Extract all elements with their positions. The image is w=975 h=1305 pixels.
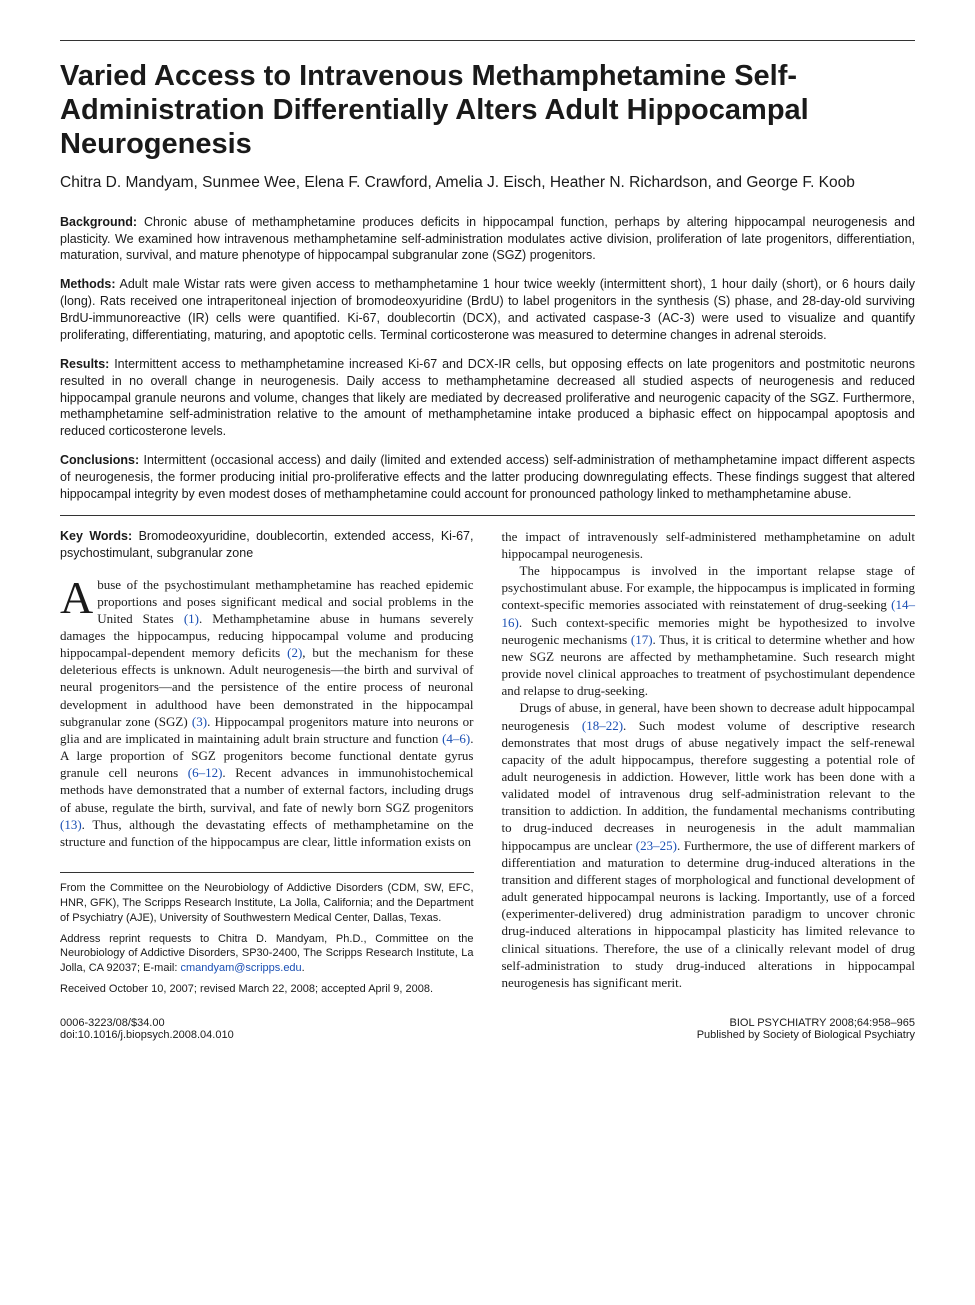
body-col2-p3: Drugs of abuse, in general, have been sh… — [502, 699, 916, 991]
abstract-background-text: Chronic abuse of methamphetamine produce… — [60, 215, 915, 263]
footnote-rule — [60, 872, 474, 873]
body-col2-p1: the impact of intravenously self-adminis… — [502, 528, 916, 562]
citation-link[interactable]: (18–22) — [582, 718, 623, 733]
footer-right: BIOL PSYCHIATRY 2008;64:958–965 Publishe… — [697, 1017, 915, 1041]
citation-link[interactable]: (23–25) — [636, 838, 677, 853]
citation-link[interactable]: (4–6) — [442, 731, 470, 746]
citation-link[interactable]: (2) — [287, 645, 302, 660]
abstract-conclusions-text: Intermittent (occasional access) and dai… — [60, 453, 915, 501]
citation-link[interactable]: (17) — [631, 632, 653, 647]
abstract-conclusions-label: Conclusions: — [60, 453, 139, 467]
body-c2p3-c: . Furthermore, the use of different mark… — [502, 838, 916, 990]
body-columns: Key Words: Bromodeoxyuridine, doublecort… — [60, 528, 915, 1003]
abstract-results: Results: Intermittent access to methamph… — [60, 356, 915, 440]
footer-citation: BIOL PSYCHIATRY 2008;64:958–965 — [697, 1017, 915, 1029]
citation-link[interactable]: (3) — [192, 714, 207, 729]
abstract-methods-label: Methods: — [60, 277, 116, 291]
body-c2p2-a: The hippocampus is involved in the impor… — [502, 563, 916, 612]
abstract-background: Background: Chronic abuse of methampheta… — [60, 214, 915, 265]
abstract-results-label: Results: — [60, 357, 109, 371]
abstract-methods: Methods: Adult male Wistar rats were giv… — [60, 276, 915, 344]
body-col2-p2: The hippocampus is involved in the impor… — [502, 562, 916, 699]
footnote-correspondence: Address reprint requests to Chitra D. Ma… — [60, 932, 474, 977]
citation-link[interactable]: (1) — [184, 611, 199, 626]
footnote-affiliation: From the Committee on the Neurobiology o… — [60, 881, 474, 926]
body-para-1: Abuse of the psychostimulant methampheta… — [60, 576, 474, 851]
footer-issn-price: 0006-3223/08/$34.00 — [60, 1017, 234, 1029]
citation-link[interactable]: (13) — [60, 817, 82, 832]
top-rule — [60, 40, 915, 41]
dropcap: A — [60, 576, 97, 617]
footnote-received: Received October 10, 2007; revised March… — [60, 982, 474, 997]
column-left: Key Words: Bromodeoxyuridine, doublecort… — [60, 528, 474, 1003]
keywords-block: Key Words: Bromodeoxyuridine, doublecort… — [60, 528, 474, 562]
body-p1-g: . Thus, although the devastating effects… — [60, 817, 474, 849]
citation-link[interactable]: (6–12) — [188, 765, 223, 780]
correspondence-post: . — [302, 962, 305, 974]
footer-publisher: Published by Society of Biological Psych… — [697, 1029, 915, 1041]
footer-doi: doi:10.1016/j.biopsych.2008.04.010 — [60, 1029, 234, 1041]
abstract-background-label: Background: — [60, 215, 137, 229]
abstract-rule — [60, 515, 915, 516]
correspondence-email-link[interactable]: cmandyam@scripps.edu — [180, 962, 301, 974]
abstract-methods-text: Adult male Wistar rats were given access… — [60, 277, 915, 342]
abstract-results-text: Intermittent access to methamphetamine i… — [60, 357, 915, 439]
abstract-conclusions: Conclusions: Intermittent (occasional ac… — [60, 452, 915, 503]
keywords-label: Key Words: — [60, 529, 132, 543]
footer-left: 0006-3223/08/$34.00 doi:10.1016/j.biopsy… — [60, 1017, 234, 1041]
author-list: Chitra D. Mandyam, Sunmee Wee, Elena F. … — [60, 174, 915, 192]
article-title: Varied Access to Intravenous Methampheta… — [60, 59, 915, 162]
page-footer: 0006-3223/08/$34.00 doi:10.1016/j.biopsy… — [60, 1017, 915, 1041]
body-c2p3-b: . Such modest volume of descriptive rese… — [502, 718, 916, 853]
column-right: the impact of intravenously self-adminis… — [502, 528, 916, 1003]
